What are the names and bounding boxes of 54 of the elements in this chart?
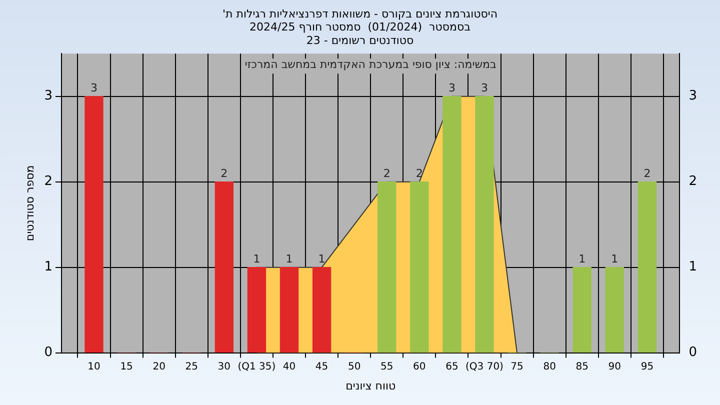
x-axis-title: טווח ציונים bbox=[346, 379, 396, 392]
y2-tick-label: 3 bbox=[688, 88, 698, 104]
x-tick-label: 20 bbox=[152, 361, 166, 372]
bar bbox=[638, 182, 657, 353]
bar bbox=[378, 182, 396, 353]
x-tick-label: (Q3 70) bbox=[466, 361, 504, 372]
y2-tick-label: 1 bbox=[688, 260, 698, 275]
chart-title: 'היסטוגרמת ציונים בקורס - משוואות דפרנציאליות רגילות ת בסמסטר (01/2024) סמסטר חורף 2024/25 סטודנטים רשומים - 23 bbox=[222, 7, 498, 47]
data-label: 1 bbox=[253, 252, 260, 266]
y2-tick-label: 0 bbox=[688, 345, 698, 360]
x-tick-label: 45 bbox=[315, 361, 328, 372]
y-tick-label: 1 bbox=[44, 260, 52, 275]
y-tick-label: 2 bbox=[44, 174, 52, 190]
x-tick-label: 50 bbox=[348, 361, 361, 372]
x-tick-label: 80 bbox=[543, 361, 556, 372]
bar bbox=[572, 266, 592, 353]
data-label: 1 bbox=[286, 252, 293, 266]
y-tick-label: 3 bbox=[44, 88, 52, 104]
x-tick-label: 60 bbox=[413, 361, 426, 372]
data-label: 1 bbox=[578, 252, 586, 266]
bar bbox=[84, 96, 104, 353]
bar bbox=[442, 96, 462, 353]
data-label: 2 bbox=[383, 167, 390, 180]
data-label: 2 bbox=[644, 167, 651, 180]
data-label: 3 bbox=[90, 82, 98, 95]
bar bbox=[410, 182, 429, 353]
x-tick-label: 15 bbox=[120, 361, 133, 372]
x-tick-label: 25 bbox=[185, 361, 198, 372]
x-tick-label: 30 bbox=[218, 361, 231, 372]
data-label: 1 bbox=[318, 252, 326, 266]
y-tick-label: 0 bbox=[44, 345, 52, 360]
bar bbox=[280, 266, 299, 353]
x-tick-label: 75 bbox=[510, 361, 524, 372]
bar bbox=[312, 266, 332, 353]
bar bbox=[214, 182, 234, 353]
bar bbox=[605, 266, 624, 353]
x-tick-label: 65 bbox=[446, 361, 458, 372]
bar bbox=[475, 96, 494, 353]
x-tick-label: 85 bbox=[576, 361, 588, 372]
data-label: 2 bbox=[220, 167, 228, 180]
x-tick-label: 90 bbox=[608, 361, 622, 372]
x-tick-label: 95 bbox=[640, 361, 654, 372]
y-axis-title: מספר סטודנטים bbox=[23, 165, 36, 242]
y2-tick-label: 2 bbox=[688, 174, 698, 190]
data-label: 3 bbox=[480, 82, 488, 95]
data-label: 1 bbox=[611, 252, 618, 266]
x-tick-label: (Q1 35) bbox=[238, 361, 276, 372]
x-tick-label: 55 bbox=[380, 361, 394, 372]
x-tick-label: 40 bbox=[282, 361, 296, 372]
data-label: 3 bbox=[448, 82, 456, 95]
data-label: 2 bbox=[416, 167, 423, 180]
bar bbox=[247, 266, 266, 353]
annotation: במשימה: ציון סופי במערכת האקדמית במחשב המרכזי bbox=[244, 58, 496, 71]
x-tick-label: 10 bbox=[88, 361, 100, 372]
